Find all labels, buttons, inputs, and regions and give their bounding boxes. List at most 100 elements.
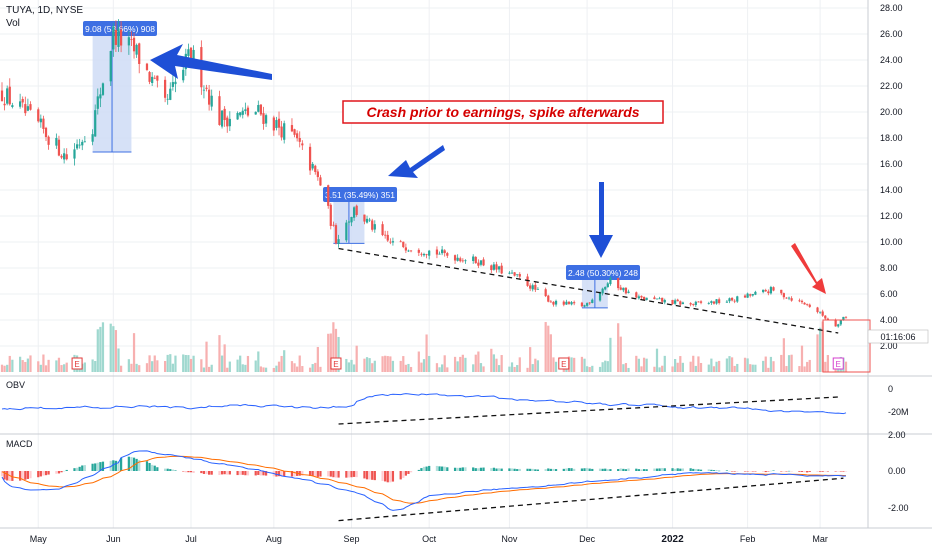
volume-bar	[223, 344, 226, 372]
macd-histogram-bar	[510, 468, 514, 471]
macd-histogram-bar	[200, 471, 203, 474]
candle-body	[790, 298, 793, 301]
candle-body	[236, 112, 239, 120]
macd-histogram-bar	[495, 468, 498, 471]
measure-label-bg	[323, 187, 397, 202]
macd-histogram-bar	[171, 469, 174, 471]
volume-bar	[259, 366, 263, 372]
volume-bar	[573, 357, 576, 372]
candle-body	[516, 274, 519, 276]
volume-bar	[47, 359, 50, 372]
volume-label: Vol	[6, 18, 20, 29]
volume-bar	[554, 361, 558, 372]
candle-body	[624, 287, 628, 294]
volume-bar	[453, 356, 457, 372]
volume-bar	[65, 362, 68, 372]
candle-body	[438, 253, 441, 255]
macd-histogram-bar	[536, 469, 540, 471]
price-tick-label: 10.00	[880, 237, 903, 247]
macd-histogram-bar	[399, 471, 402, 480]
annotation-box[interactable]: Crash prior to earnings, spike afterward…	[342, 100, 664, 124]
candle-body	[228, 118, 231, 127]
candle-body	[549, 301, 552, 303]
candle-body	[676, 299, 679, 302]
candle-body	[73, 149, 76, 159]
volume-bar	[769, 356, 773, 372]
volume-bar	[21, 360, 24, 372]
candle-body	[381, 224, 384, 236]
volume-bar	[345, 358, 348, 372]
volume-bar	[495, 358, 498, 372]
macd-histogram-bar	[837, 471, 840, 472]
candle-body	[259, 104, 263, 115]
volume-bar	[241, 364, 244, 372]
volume-bar	[239, 355, 242, 372]
volume-bar	[254, 360, 257, 372]
candle-body	[435, 249, 439, 255]
volume-bar	[236, 359, 239, 372]
candle-body	[627, 291, 630, 293]
obv-pane	[1, 393, 847, 415]
macd-histogram-bar	[169, 469, 172, 471]
candle-body	[171, 82, 174, 87]
volume-bar	[283, 350, 286, 372]
candle-body	[798, 300, 801, 302]
volume-bar	[438, 367, 441, 372]
volume-bar	[163, 360, 167, 372]
macd-histogram-bar	[350, 471, 353, 478]
volume-bar	[329, 333, 332, 372]
volume-bar	[407, 363, 410, 372]
blue-arrow-3	[589, 182, 613, 258]
candle-body	[585, 303, 589, 306]
volume-bar	[347, 362, 351, 372]
time-tick-label: Mar	[812, 534, 828, 544]
volume-bar	[718, 360, 721, 372]
candle-body	[573, 302, 576, 304]
macd-histogram-bar	[772, 470, 775, 471]
candle-body	[81, 141, 84, 146]
volume-bar	[386, 356, 389, 372]
macd-histogram-bar	[264, 471, 268, 476]
volume-bar	[510, 362, 514, 372]
price-tick-label: 4.00	[880, 315, 898, 325]
volume-bar	[301, 366, 304, 372]
volume-bar	[482, 366, 485, 372]
candle-body	[531, 285, 534, 290]
earnings-marker-label: E	[836, 360, 841, 369]
volume-bar	[598, 366, 602, 372]
macd-histogram-bar	[208, 471, 211, 475]
volume-bar	[492, 354, 496, 372]
macd-histogram-bar	[57, 471, 61, 474]
macd-histogram-bar	[422, 466, 426, 471]
macd-histogram-bar	[808, 471, 811, 472]
volume-bar	[218, 335, 221, 372]
candle-body	[112, 26, 115, 50]
macd-histogram-bar	[663, 468, 666, 471]
candle-body	[42, 118, 45, 129]
candle-body	[806, 303, 809, 305]
candle-body	[580, 302, 584, 307]
candle-body	[808, 304, 811, 307]
blue-arrow-2	[388, 145, 445, 178]
macd-histogram-bar	[743, 471, 747, 472]
volume-bar	[319, 366, 322, 372]
candle-body	[699, 301, 703, 303]
candle-body	[60, 155, 63, 158]
macd-histogram-bar	[384, 471, 387, 482]
volume-bar	[435, 363, 439, 372]
volume-bar	[549, 334, 552, 372]
volume-bar	[264, 367, 268, 372]
candle-body	[604, 286, 607, 290]
macd-tick-label: 2.00	[888, 430, 906, 440]
volume-bar	[816, 334, 819, 372]
volume-bar	[681, 362, 685, 372]
candle-body	[11, 105, 14, 107]
volume-bar	[205, 341, 208, 372]
earnings-marker	[71, 357, 83, 370]
candle-body	[645, 297, 648, 301]
macd-histogram-bar	[373, 471, 376, 481]
macd-histogram-bar	[477, 468, 480, 471]
macd-histogram-bar	[500, 468, 503, 471]
volume-bar	[808, 359, 811, 372]
